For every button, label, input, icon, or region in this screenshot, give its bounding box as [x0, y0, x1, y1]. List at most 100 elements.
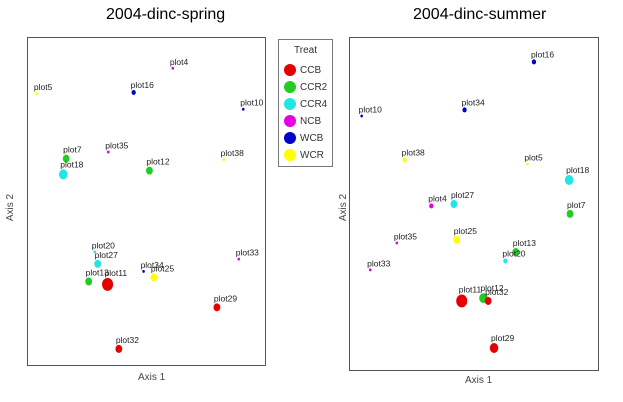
point-plot13	[85, 277, 93, 286]
point-plot25	[453, 235, 461, 244]
x-axis-label-summer: Axis 1	[465, 375, 493, 386]
point-plot4	[171, 66, 175, 70]
point-label-plot18: plot18	[60, 159, 83, 169]
point-label-plot27: plot27	[451, 190, 474, 200]
point-label-plot11: plot11	[459, 284, 482, 294]
chart-title-summer: 2004-dinc-summer	[413, 6, 547, 23]
point-label-plot29: plot29	[491, 333, 514, 343]
point-label-plot27: plot27	[95, 250, 118, 260]
scatter-svg-summer: plot16 plot10 plot34 plot38 plot5 plot18 plot2…	[359, 49, 590, 353]
legend-label: CCB	[300, 64, 322, 76]
point-label-plot20: plot20	[502, 248, 525, 258]
point-label-plot5: plot5	[34, 82, 53, 92]
point-plot32	[115, 344, 123, 353]
point-label-plot33: plot33	[236, 248, 259, 258]
legend-item-ccb: CCB	[284, 62, 321, 78]
legend-item-ncb: NCB	[284, 113, 321, 129]
plot-area-spring: plot4 plot5 plot16 plot10 plot35 plot7 plot12 p…	[27, 37, 266, 366]
point-label-plot35: plot35	[105, 141, 128, 151]
point-label-plot12: plot12	[146, 157, 169, 167]
point-plot38	[222, 158, 225, 162]
point-label-plot7: plot7	[63, 145, 82, 155]
point-label-plot32: plot32	[485, 287, 508, 297]
legend-label: CCR2	[300, 81, 328, 93]
point-plot34	[142, 269, 145, 273]
point-label-plot13: plot13	[513, 238, 536, 248]
point-plot12	[146, 166, 153, 175]
point-label-plot32: plot32	[116, 335, 139, 345]
point-plot7	[62, 154, 70, 163]
point-plot29	[489, 343, 499, 353]
legend-swatch	[284, 64, 296, 76]
point-plot18	[564, 175, 574, 185]
point-plot33	[237, 257, 241, 261]
point-plot35	[395, 241, 399, 245]
point-label-plot10: plot10	[359, 105, 382, 115]
point-plot16	[131, 90, 136, 96]
point-label-plot38: plot38	[221, 148, 244, 158]
point-label-plot33: plot33	[367, 258, 390, 268]
point-plot20	[93, 250, 97, 254]
legend: Treat CCB CCR2 CCR4 NCB WCB WCR	[278, 39, 333, 167]
point-plot38	[402, 157, 407, 163]
point-label-plot18: plot18	[566, 165, 589, 175]
point-plot27	[450, 200, 458, 208]
point-label-plot4: plot4	[170, 57, 189, 67]
legend-swatch	[284, 81, 296, 93]
point-plot11	[456, 294, 468, 308]
point-plot10	[241, 107, 245, 111]
point-label-plot29: plot29	[214, 293, 237, 303]
point-label-plot38: plot38	[402, 147, 425, 157]
legend-label: WCB	[300, 132, 324, 144]
point-label-plot34: plot34	[141, 260, 164, 270]
point-plot16	[531, 59, 537, 65]
plot-area-summer: plot16 plot10 plot34 plot38 plot5 plot18 plot2…	[349, 37, 599, 371]
point-plot5	[526, 162, 529, 166]
point-plot11	[102, 277, 114, 291]
point-label-plot4: plot4	[428, 193, 447, 203]
legend-title: Treat	[294, 45, 317, 56]
point-label-plot13: plot13	[86, 268, 109, 278]
y-axis-label-summer: Axis 2	[338, 193, 350, 222]
legend-swatch	[284, 132, 296, 144]
legend-label: CCR4	[300, 98, 328, 110]
point-label-plot5: plot5	[524, 153, 543, 163]
y-axis-label-spring: Axis 2	[5, 193, 17, 222]
point-plot13	[512, 248, 520, 256]
point-label-plot20: plot20	[92, 240, 115, 250]
point-plot29	[213, 303, 221, 312]
point-plot27	[94, 259, 102, 268]
legend-label: NCB	[300, 115, 322, 127]
legend-item-ccr2: CCR2	[284, 79, 327, 95]
point-plot4	[429, 203, 434, 209]
point-label-plot34: plot34	[462, 97, 485, 107]
point-plot5	[35, 91, 39, 95]
point-plot33	[368, 268, 372, 272]
point-plot7	[566, 209, 574, 218]
point-label-plot35: plot35	[394, 232, 417, 242]
scatter-svg-spring: plot4 plot5 plot16 plot10 plot35 plot7 plot12 p…	[34, 57, 264, 353]
legend-item-wcb: WCB	[284, 130, 323, 146]
point-plot32	[484, 296, 492, 305]
point-plot10	[360, 114, 363, 118]
legend-item-ccr4: CCR4	[284, 96, 327, 112]
point-label-plot25: plot25	[454, 226, 477, 236]
chart-title-spring: 2004-dinc-spring	[106, 6, 226, 23]
point-plot35	[106, 150, 110, 154]
x-axis-label-spring: Axis 1	[138, 372, 166, 383]
point-label-plot16: plot16	[531, 49, 554, 59]
point-label-plot12: plot12	[480, 283, 503, 293]
legend-swatch	[284, 115, 296, 127]
point-plot20	[503, 258, 508, 264]
point-plot25	[150, 273, 158, 282]
point-label-plot11: plot11	[105, 268, 128, 278]
point-label-plot25: plot25	[151, 263, 174, 273]
point-label-plot7: plot7	[567, 200, 586, 210]
point-plot34	[462, 107, 467, 113]
point-label-plot10: plot10	[240, 98, 263, 108]
legend-swatch	[284, 98, 296, 110]
legend-label: WCR	[300, 149, 324, 161]
legend-item-wcr: WCR	[284, 147, 324, 163]
legend-swatch	[284, 149, 296, 161]
point-label-plot16: plot16	[131, 80, 154, 90]
